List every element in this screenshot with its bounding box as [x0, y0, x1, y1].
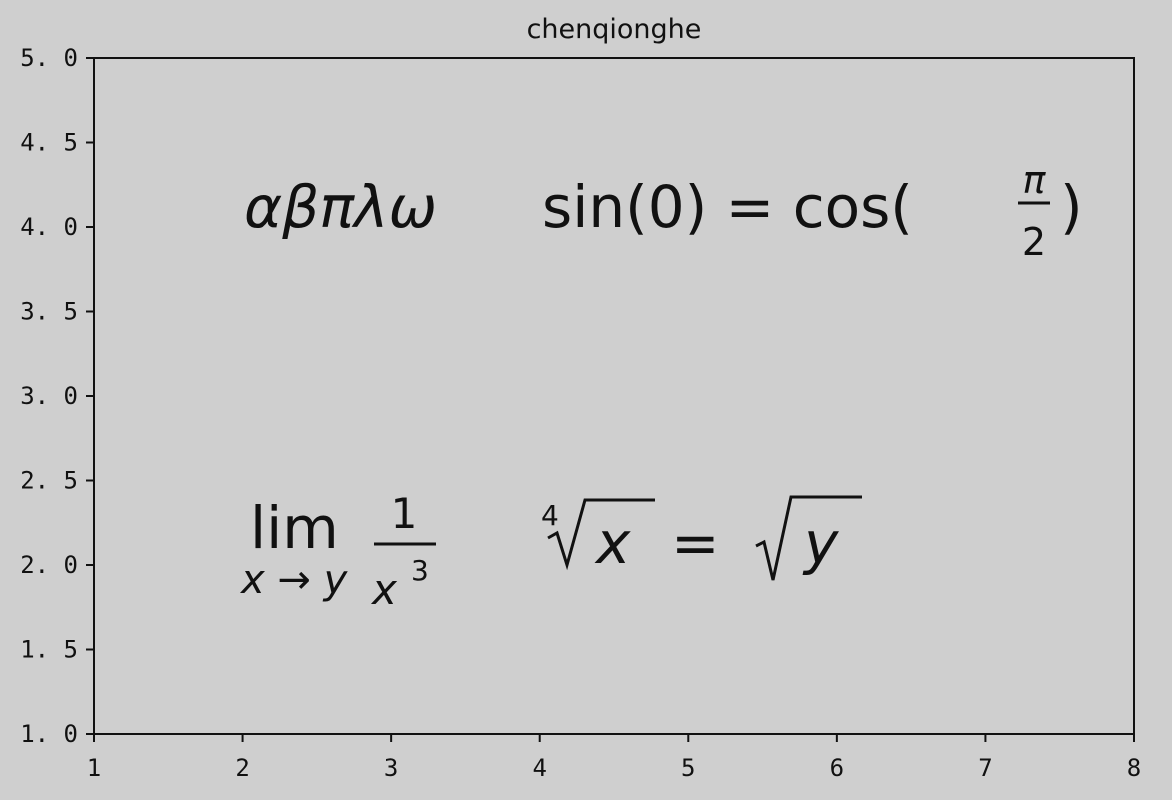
x-axis: 1 2 3 4 5 6 7 8: [87, 734, 1141, 782]
y-tick-label: 2. 5: [20, 467, 78, 495]
annotation-trig-identity: αβπλω sin(0) = cos( π 2 ): [244, 158, 1083, 264]
x-tick-label: 3: [384, 754, 398, 782]
fourth-root-radicand: x: [594, 509, 631, 577]
x-tick-label: 4: [532, 754, 546, 782]
limit-subscript: x → y: [239, 557, 349, 603]
limit-fraction-numerator: 1: [391, 489, 418, 538]
root-index: 4: [541, 499, 559, 532]
pi-numerator: π: [1023, 158, 1047, 202]
y-tick-label: 1. 5: [20, 636, 78, 664]
square-root-radicand: y: [802, 509, 839, 577]
greek-letters: αβπλω: [244, 173, 437, 241]
y-tick-label: 1. 0: [20, 720, 78, 748]
trig-equation-left: sin(0) = cos(: [542, 173, 913, 241]
fourth-root-radical-sign: [547, 498, 655, 571]
limit-fraction-denominator-exponent: 3: [411, 554, 429, 587]
annotation-limit-radical: lim x → y 1 x 3 4 x = y: [239, 489, 862, 614]
equals-sign: =: [671, 509, 720, 577]
x-tick-label: 1: [87, 754, 101, 782]
y-tick-label: 5. 0: [20, 44, 78, 72]
square-root-radical-sign: [755, 495, 862, 581]
x-tick-label: 8: [1127, 754, 1141, 782]
chart-title: chenqionghe: [527, 14, 702, 45]
y-tick-label: 3. 5: [20, 298, 78, 326]
limit-fraction-denominator-base: x: [370, 565, 398, 614]
y-tick-label: 3. 0: [20, 382, 78, 410]
y-axis: 1. 0 1. 5 2. 0 2. 5 3. 0 3. 5 4. 0 4. 5 5. 0: [20, 44, 94, 748]
x-tick-label: 5: [681, 754, 695, 782]
trig-equation-right: ): [1060, 173, 1083, 241]
y-tick-label: 4. 0: [20, 213, 78, 241]
x-tick-label: 6: [830, 754, 844, 782]
two-denominator: 2: [1022, 220, 1046, 264]
y-tick-label: 4. 5: [20, 129, 78, 157]
x-tick-label: 7: [978, 754, 992, 782]
x-tick-label: 2: [235, 754, 249, 782]
y-tick-label: 2. 0: [20, 551, 78, 579]
limit-word: lim: [250, 494, 339, 562]
